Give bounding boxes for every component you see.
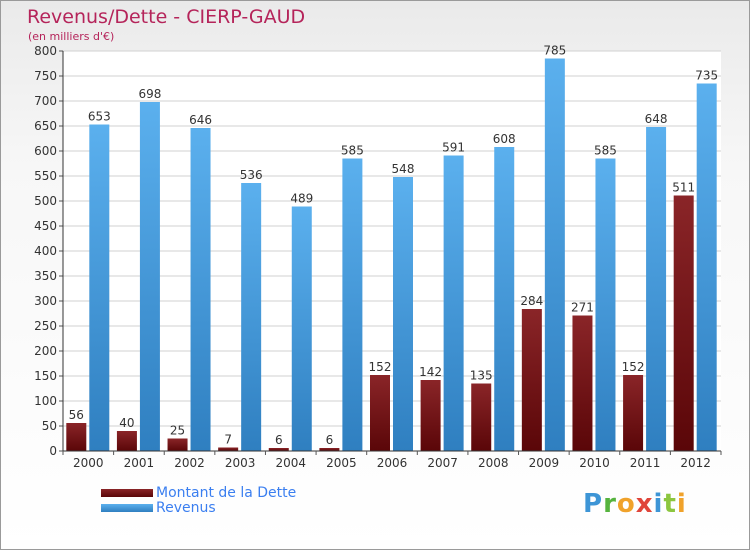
chart-subtitle: (en milliers d'€): [28, 30, 115, 43]
bar-revenus: [544, 58, 565, 451]
y-tick-label: 550: [34, 169, 57, 183]
y-tick-label: 750: [34, 69, 57, 83]
x-tick-label: 2005: [326, 456, 357, 470]
legend-label-dette: Montant de la Dette: [156, 485, 297, 501]
data-label-dette: 56: [69, 408, 84, 422]
y-tick-label: 200: [34, 344, 57, 358]
y-tick-label: 300: [34, 294, 57, 308]
data-label-dette: 284: [520, 294, 543, 308]
bar-dette: [268, 448, 289, 451]
data-label-dette: 7: [224, 433, 232, 447]
y-tick-label: 250: [34, 319, 57, 333]
data-label-dette: 6: [275, 433, 283, 447]
x-tick-label: 2000: [73, 456, 104, 470]
data-label-dette: 135: [470, 369, 493, 383]
data-label-revenus: 608: [493, 132, 516, 146]
bar-dette: [218, 447, 239, 451]
x-tick-label: 2008: [478, 456, 509, 470]
y-tick-label: 450: [34, 219, 57, 233]
legend-swatch-dette: [101, 489, 153, 497]
bar-dette: [167, 438, 188, 451]
bar-revenus: [494, 147, 515, 451]
bar-dette: [572, 315, 593, 451]
y-tick-label: 800: [34, 44, 57, 58]
x-tick-label: 2009: [529, 456, 560, 470]
x-tick-label: 2011: [630, 456, 661, 470]
data-label-dette: 152: [369, 360, 392, 374]
data-label-dette: 25: [170, 424, 185, 438]
y-tick-label: 650: [34, 119, 57, 133]
chart-title: Revenus/Dette - CIERP-GAUD: [27, 6, 306, 28]
bar-revenus: [646, 127, 667, 451]
brand-logo: Proxiti: [583, 489, 687, 519]
data-label-revenus: 489: [290, 192, 313, 206]
bar-dette: [521, 309, 542, 451]
data-label-revenus: 698: [138, 87, 161, 101]
bar-dette: [116, 431, 137, 451]
bar-revenus: [342, 158, 363, 451]
y-tick-label: 600: [34, 144, 57, 158]
bar-revenus: [190, 128, 211, 451]
x-tick-label: 2002: [174, 456, 205, 470]
data-label-dette: 6: [326, 433, 334, 447]
x-tick-label: 2010: [579, 456, 610, 470]
data-label-revenus: 548: [392, 162, 415, 176]
y-tick-label: 400: [34, 244, 57, 258]
data-label-dette: 142: [419, 365, 442, 379]
x-tick-label: 2012: [680, 456, 711, 470]
data-label-revenus: 536: [240, 168, 263, 182]
bar-revenus: [291, 206, 312, 451]
y-tick-label: 100: [34, 394, 57, 408]
x-tick-label: 2001: [124, 456, 155, 470]
data-label-revenus: 653: [88, 110, 111, 124]
x-tick-label: 2007: [427, 456, 458, 470]
y-tick-label: 700: [34, 94, 57, 108]
y-tick-label: 0: [49, 444, 57, 458]
bar-revenus: [241, 183, 262, 451]
data-label-revenus: 646: [189, 113, 212, 127]
data-label-dette: 152: [622, 360, 645, 374]
bar-dette: [673, 195, 694, 451]
data-label-revenus: 785: [543, 44, 566, 58]
bar-revenus: [393, 177, 413, 451]
bar-revenus: [89, 124, 110, 451]
data-label-revenus: 591: [442, 141, 465, 155]
legend-label-revenus: Revenus: [156, 500, 216, 516]
data-label-dette: 511: [672, 181, 695, 195]
data-label-revenus: 648: [645, 112, 668, 126]
bar-dette: [471, 383, 492, 451]
legend-swatch-revenus: [101, 504, 153, 512]
data-label-dette: 271: [571, 301, 594, 315]
bar-dette: [420, 380, 441, 451]
data-label-dette: 40: [119, 416, 134, 430]
x-tick-label: 2004: [275, 456, 306, 470]
data-label-revenus: 735: [695, 69, 718, 83]
y-tick-label: 50: [42, 419, 57, 433]
data-label-revenus: 585: [341, 144, 364, 158]
x-tick-label: 2003: [225, 456, 256, 470]
bar-dette: [66, 423, 87, 451]
bar-dette: [370, 375, 390, 451]
data-label-revenus: 585: [594, 144, 617, 158]
x-tick-label: 2006: [377, 456, 408, 470]
bar-dette: [319, 448, 340, 451]
bar-revenus: [139, 102, 160, 451]
bar-dette: [623, 375, 644, 451]
bar-revenus: [696, 83, 717, 451]
bar-revenus: [443, 155, 464, 451]
y-tick-label: 150: [34, 369, 57, 383]
bar-revenus: [595, 158, 616, 451]
y-tick-label: 500: [34, 194, 57, 208]
y-tick-label: 350: [34, 269, 57, 283]
